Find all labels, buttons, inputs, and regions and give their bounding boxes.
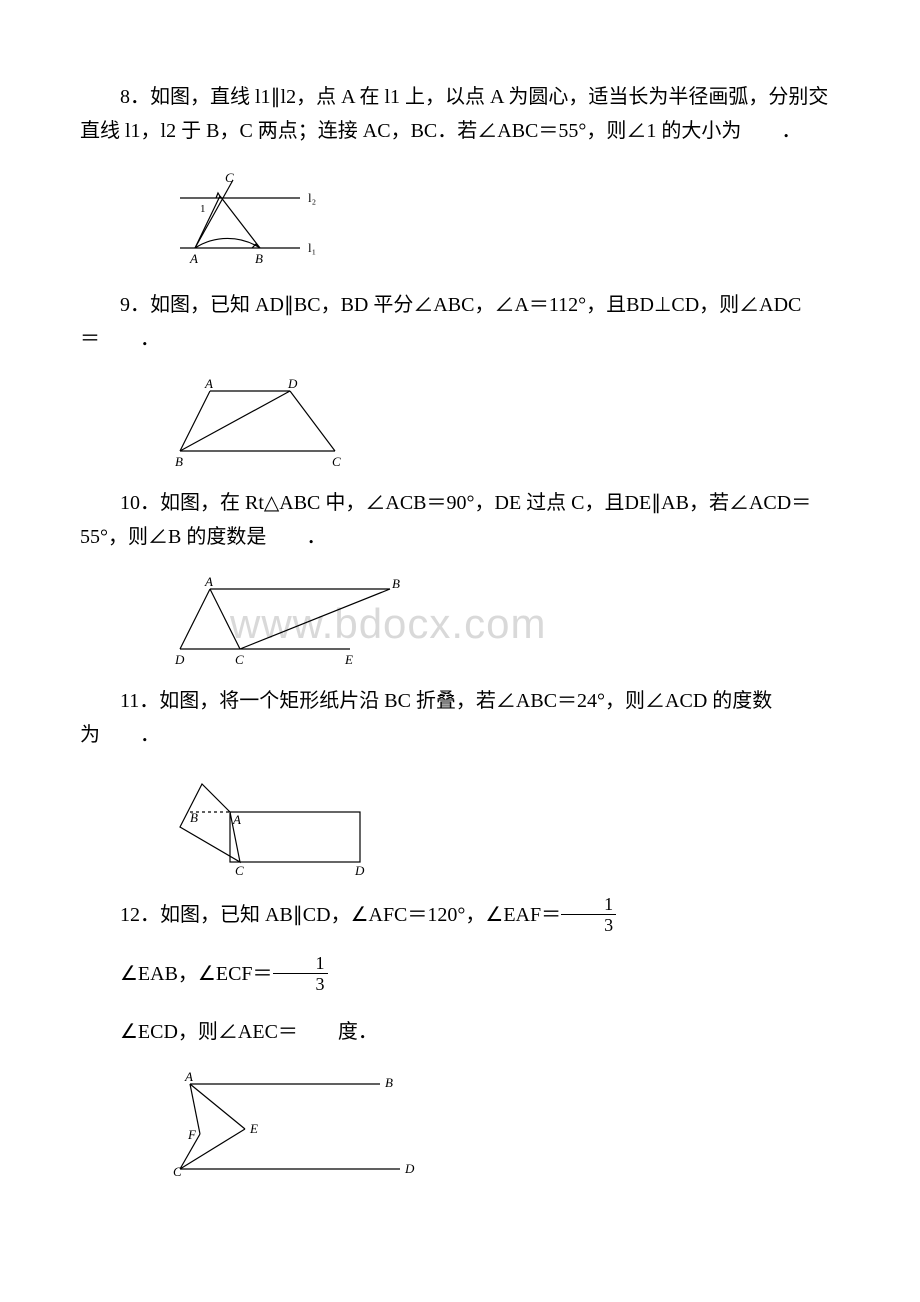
svg-text:E: E [249,1121,258,1136]
figure-q8: C A B l₂ l₁ 1 [170,168,840,268]
svg-text:B: B [392,576,400,591]
figure-q10: A B D C E [170,574,840,664]
question-10-text: 10．如图，在 Rt△ABC 中，∠ACB＝90°，DE 过点 C，且DE∥AB… [80,486,840,554]
svg-text:C: C [235,863,244,877]
svg-text:l₁: l₁ [308,240,316,255]
question-9-text: 9．如图，已知 AD∥BC，BD 平分∠ABC，∠A＝112°，且BD⊥CD，则… [80,288,840,356]
figure-q12: A B F E C D [170,1069,840,1184]
svg-text:A: A [204,376,213,391]
svg-text:B: B [385,1075,393,1090]
svg-text:l₂: l₂ [308,190,316,205]
svg-text:F: F [187,1127,197,1142]
svg-text:A: A [232,812,241,827]
svg-text:D: D [174,652,185,664]
fraction-1-3-a: 13 [561,895,616,934]
figure-q11: B A C D [170,772,840,877]
svg-text:A: A [204,574,213,589]
figure-q9: A D B C [170,376,840,466]
question-12-line3: ∠ECD，则∠AEC＝ 度． [80,1015,840,1049]
svg-text:C: C [173,1164,182,1179]
svg-text:D: D [287,376,298,391]
question-11-text: 11．如图，将一个矩形纸片沿 BC 折叠，若∠ABC＝24°，则∠ACD 的度数… [80,684,840,752]
svg-text:C: C [225,170,234,185]
svg-text:A: A [184,1069,193,1084]
question-12-line1: 12．如图，已知 AB∥CD，∠AFC＝120°，∠EAF＝13 [80,897,840,936]
svg-text:B: B [255,251,263,266]
svg-text:D: D [354,863,365,877]
svg-text:1: 1 [200,203,206,215]
svg-text:B: B [190,810,198,825]
q12-text-1: 12．如图，已知 AB∥CD，∠AFC＝120°，∠EAF＝ [120,904,561,926]
fraction-1-3-b: 13 [273,954,328,993]
svg-text:C: C [332,454,341,466]
question-12-line2: ∠EAB，∠ECF＝13 [80,956,840,995]
svg-text:A: A [189,251,198,266]
document-content: 8．如图，直线 l1∥l2，点 A 在 l1 上，以点 A 为圆心，适当长为半径… [80,80,840,1184]
svg-text:B: B [175,454,183,466]
svg-text:C: C [235,652,244,664]
q12-text-2: ∠EAB，∠ECF＝ [120,963,273,985]
svg-text:E: E [344,652,353,664]
question-8-text: 8．如图，直线 l1∥l2，点 A 在 l1 上，以点 A 为圆心，适当长为半径… [80,80,840,148]
svg-text:D: D [404,1161,415,1176]
